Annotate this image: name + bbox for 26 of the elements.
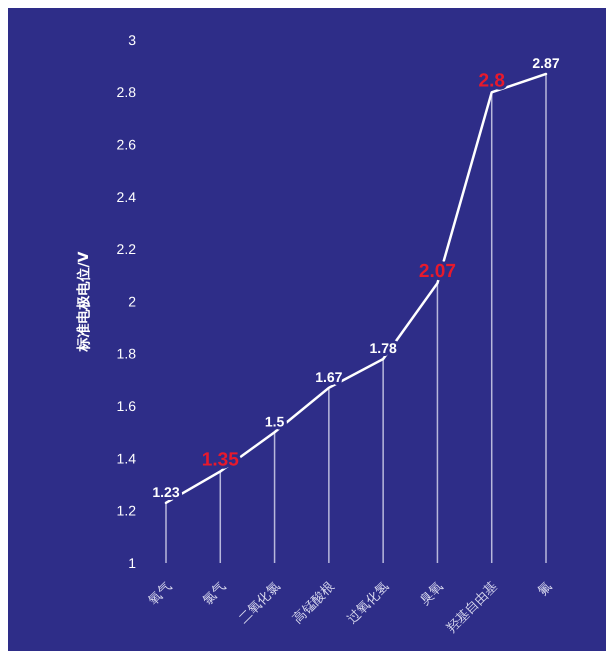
- data-label: 1.67: [315, 368, 343, 385]
- y-tick-label: 2.8: [116, 84, 136, 100]
- x-tick-label: 氧气: [146, 579, 175, 608]
- y-tick-label: 2: [128, 293, 136, 310]
- x-tick-label: 氟: [535, 579, 555, 600]
- y-tick-label: 1: [128, 554, 136, 571]
- x-tick-label: 羟基自由基: [444, 579, 501, 636]
- data-label: 1.5: [264, 413, 285, 430]
- data-label: 2.8: [478, 70, 505, 92]
- x-tick-label: 过氧化氢: [344, 579, 392, 627]
- y-tick-label: 1.8: [116, 346, 136, 362]
- x-tick-label: 氯气: [200, 579, 230, 608]
- y-tick-label: 2.6: [116, 136, 136, 152]
- x-tick-label: 二氧化氯: [236, 579, 284, 627]
- y-tick-label: 1.2: [116, 502, 136, 519]
- data-label: 2.87: [532, 54, 560, 71]
- y-tick-label: 3: [128, 32, 136, 48]
- y-tick-label: 1.6: [116, 398, 136, 414]
- y-tick-label: 2.2: [116, 241, 136, 258]
- y-tick-label: 1.4: [116, 450, 136, 466]
- data-label: 1.23: [152, 484, 180, 500]
- y-tick-label: 2.4: [116, 188, 136, 205]
- x-tick-label: 臭氧: [417, 579, 446, 608]
- x-tick-label: 高锰酸根: [290, 578, 338, 627]
- y-axis-title: 标准电极电位/V: [76, 251, 92, 352]
- data-label: 1.35: [202, 449, 240, 470]
